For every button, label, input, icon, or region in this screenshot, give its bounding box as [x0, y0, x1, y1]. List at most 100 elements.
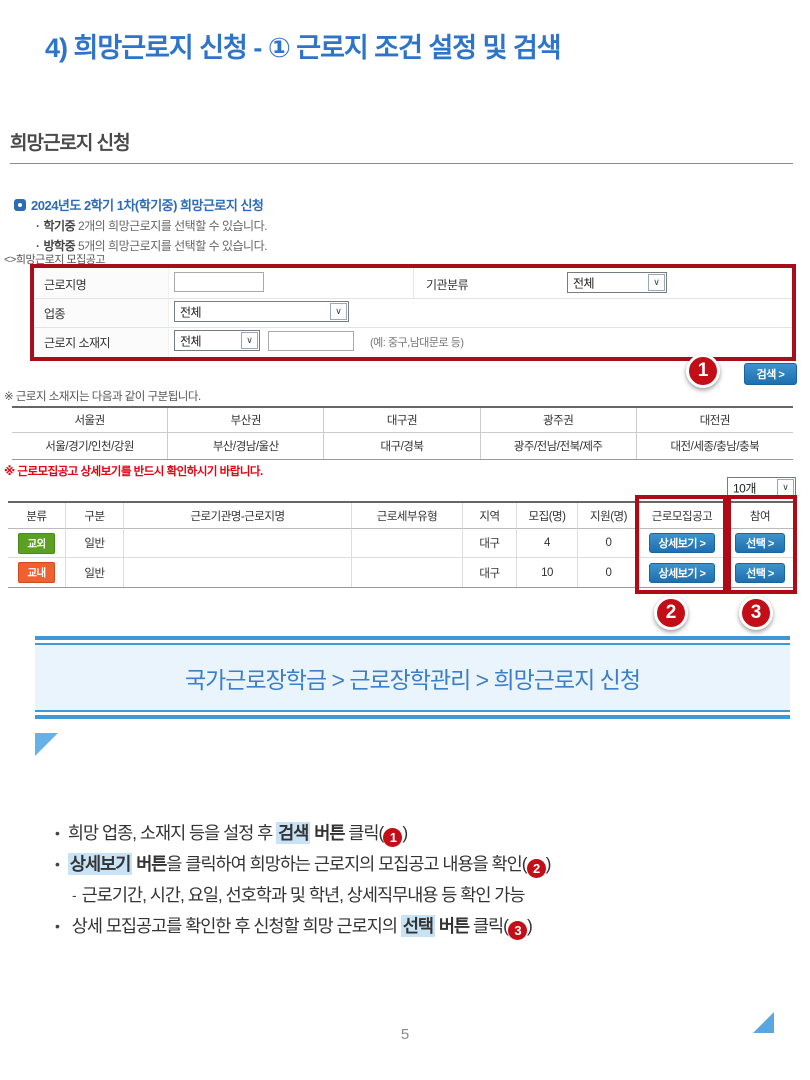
- category-cell: 교내: [8, 558, 66, 587]
- callout-1-inline-badge: 1: [383, 828, 403, 847]
- region-header: 광주권: [480, 408, 637, 433]
- oncampus-badge: 교내: [18, 562, 55, 583]
- jobs-header: 지역: [463, 503, 517, 529]
- region-table: 서울권 부산권 대구권 광주권 대전권 서울/경기/인천/강원 부산/경남/울산…: [12, 406, 793, 460]
- form-row-divider: [34, 327, 792, 328]
- jobs-header: 지원(명): [578, 503, 640, 529]
- offcampus-badge: 교외: [18, 532, 55, 554]
- region-table-header-row: 서울권 부산권 대구권 광주권 대전권: [12, 408, 793, 433]
- dropdown-arrow-icon: ∨: [330, 303, 347, 320]
- section-divider: [10, 163, 793, 164]
- page-number: 5: [400, 1026, 410, 1043]
- detail-view-button[interactable]: 상세보기 >: [649, 533, 715, 553]
- banner-line: [35, 636, 790, 640]
- dropdown-arrow-icon: ∨: [777, 479, 794, 496]
- region-table-value-row: 서울/경기/인천/강원 부산/경남/울산 대구/경북 광주/전남/전북/제주 대…: [12, 433, 793, 459]
- detail-cell: 상세보기 >: [640, 558, 725, 587]
- region-header: 대전권: [636, 408, 793, 433]
- instruction-subline: - 근로기간, 시간, 요일, 선호학과 및 학년, 상세직무내용 등 확인 가능: [72, 882, 526, 907]
- instruction-bold: 버튼: [314, 823, 345, 843]
- jobs-header: 구분: [66, 503, 124, 529]
- type-cell: 일반: [66, 529, 124, 558]
- dash-icon: -: [72, 887, 77, 903]
- form-label-column: [34, 268, 169, 357]
- region-cell: 대구: [463, 558, 517, 587]
- region-cell: 대구: [463, 529, 517, 558]
- highlight-keyword-select: 선택: [400, 915, 436, 937]
- notice-item-text: 5개의 희망근로지를 선택할 수 있습니다.: [75, 239, 267, 253]
- org-name-cell: [124, 529, 352, 558]
- notice-item-keyword: 방학중: [43, 239, 76, 253]
- recruit-count-cell: 4: [517, 529, 578, 558]
- recruit-count-cell: 10: [517, 558, 578, 587]
- location-keyword-input[interactable]: [268, 331, 354, 351]
- banner-line: [35, 643, 790, 645]
- detail-view-button[interactable]: 상세보기 >: [649, 562, 715, 583]
- location-select[interactable]: 전체 ∨: [174, 330, 260, 351]
- location-selected-value: 전체: [180, 334, 202, 348]
- search-condition-form: 근로지명 기관분류 전체 ∨ 업종 전체 ∨ 근로지 소재지 전체 ∨ (예: …: [30, 264, 796, 361]
- notice-item-text: 2개의 희망근로지를 선택할 수 있습니다.: [75, 219, 267, 233]
- jobs-header: 분류: [8, 503, 66, 529]
- notice-title: 2024년도 2학기 1차(학기중) 희망근로지 신청: [31, 198, 264, 213]
- banner-line: [35, 715, 790, 719]
- jobs-header: 근로기관명-근로지명: [124, 503, 352, 529]
- select-button[interactable]: 선택 >: [735, 533, 785, 553]
- page-size-select[interactable]: 10개 ∨: [727, 477, 796, 498]
- bullet-dot-icon: ·: [36, 239, 40, 253]
- section-heading: 희망근로지 신청: [10, 133, 131, 154]
- instruction-text: ): [402, 823, 408, 843]
- select-button[interactable]: 선택 >: [735, 562, 785, 583]
- instruction-line: • 상세 모집공고를 확인한 후 신청할 희망 근로지의 선택 버튼 클릭(3): [55, 913, 533, 940]
- instruction-text: ): [526, 916, 533, 936]
- notice-item: · 학기중 2개의 희망근로지를 선택할 수 있습니다.: [36, 217, 267, 234]
- workplace-name-label: 근로지명: [44, 278, 87, 292]
- region-value: 대구/경북: [324, 433, 481, 459]
- instruction-bold: 버튼: [136, 854, 167, 874]
- instruction-text: 상세 모집공고를 확인한 후 신청할 희망 근로지의: [67, 916, 401, 936]
- region-header: 대구권: [324, 408, 481, 433]
- subtype-cell: [352, 558, 463, 587]
- applied-count-cell: 0: [578, 529, 640, 558]
- notice-item-keyword: 학기중: [43, 219, 76, 233]
- instruction-text: 클릭(: [469, 916, 509, 936]
- industry-label: 업종: [44, 307, 66, 321]
- instruction-text: 을 클릭하여 희망하는 근로지의 모집공고 내용을 확인(: [166, 854, 527, 874]
- page-title: 4) 희망근로지 신청 - ① 근로지 조건 설정 및 검색: [45, 33, 562, 63]
- org-type-select[interactable]: 전체 ∨: [567, 272, 667, 293]
- bullet-icon: •: [55, 918, 60, 934]
- select-cell: 선택 >: [725, 529, 795, 558]
- instruction-text: 근로기간, 시간, 요일, 선호학과 및 학년, 상세직무내용 등 확인 가능: [81, 885, 526, 905]
- region-header: 부산권: [168, 408, 325, 433]
- table-row: 교외 일반 대구 4 0 상세보기 > 선택 >: [8, 529, 795, 558]
- bullet-icon: •: [55, 825, 60, 841]
- callout-3-inline-badge: 3: [507, 921, 527, 940]
- instruction-line: • 희망 업종, 소재지 등을 설정 후 검색 버튼 클릭(1): [55, 820, 408, 847]
- breadcrumb-banner: 국가근로장학금 > 근로장학관리 > 희망근로지 신청: [35, 636, 790, 719]
- search-button[interactable]: 검색 >: [744, 363, 797, 385]
- subtype-cell: [352, 529, 463, 558]
- dropdown-arrow-icon: ∨: [648, 274, 665, 291]
- jobs-header: 참여: [725, 503, 795, 529]
- banner-line: [35, 710, 790, 712]
- region-header: 서울권: [12, 408, 169, 433]
- notice-bullet-icon: [14, 199, 26, 211]
- page-corner-triangle-icon: [753, 1012, 774, 1033]
- callout-3-badge: 3: [739, 596, 773, 630]
- location-label: 근로지 소재지: [44, 336, 111, 350]
- workplace-name-input[interactable]: [174, 272, 264, 292]
- detail-warning-note: ※ 근로모집공고 상세보기를 반드시 확인하시기 바랍니다.: [4, 466, 263, 478]
- jobs-header: 근로모집공고: [640, 503, 725, 529]
- instruction-bold: 버튼: [438, 916, 470, 936]
- org-type-label: 기관분류: [426, 278, 469, 292]
- type-cell: 일반: [66, 558, 124, 587]
- highlight-keyword-detail: 상세보기: [67, 853, 133, 875]
- form-row-divider: [34, 298, 792, 299]
- jobs-header: 모집(명): [517, 503, 578, 529]
- jobs-table-header-row: 분류 구분 근로기관명-근로지명 근로세부유형 지역 모집(명) 지원(명) 근…: [8, 503, 795, 529]
- callout-2-inline-badge: 2: [526, 859, 546, 878]
- page-size-selected-value: 10개: [733, 481, 756, 495]
- industry-select[interactable]: 전체 ∨: [174, 301, 349, 322]
- region-value: 서울/경기/인천/강원: [12, 433, 169, 459]
